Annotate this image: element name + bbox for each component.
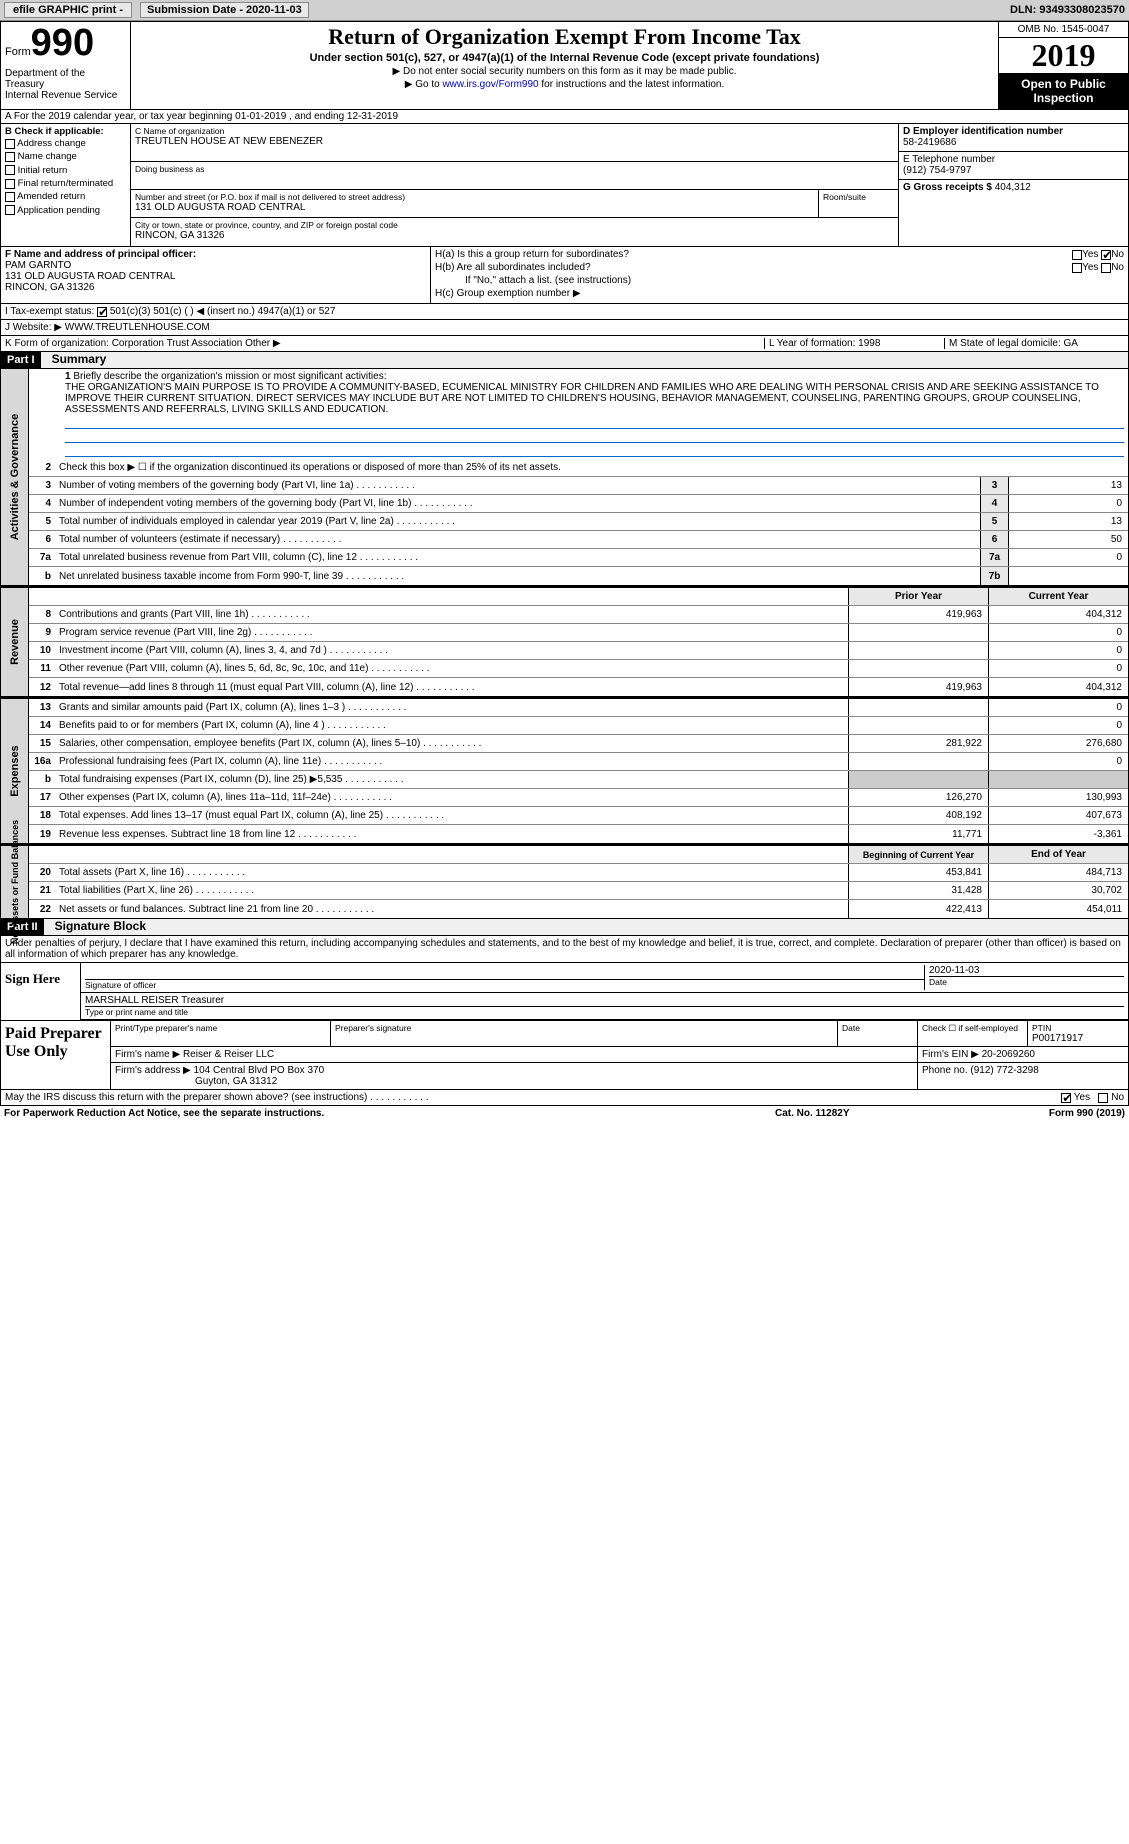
dept-label: Department of the Treasury Internal Reve… [5,68,126,101]
part1-label: Part I [1,352,41,368]
col-deg: D Employer identification number 58-2419… [898,124,1128,246]
dln: DLN: 93493308023570 [1010,4,1125,16]
street-address: 131 OLD AUGUSTA ROAD CENTRAL [135,202,894,213]
part1-title: Summary [44,352,107,366]
col-b: B Check if applicable: Address change Na… [1,124,131,246]
check-initial-return[interactable]: Initial return [5,164,126,177]
mission-text: THE ORGANIZATION'S MAIN PURPOSE IS TO PR… [65,382,1099,415]
check-name-change[interactable]: Name change [5,150,126,163]
officer-name: PAM GARNTO [5,260,426,271]
form-title: Return of Organization Exempt From Incom… [139,24,990,50]
efile-print-button[interactable]: efile GRAPHIC print - [4,2,132,18]
website: WWW.TREUTLENHOUSE.COM [65,322,210,333]
row-a: A For the 2019 calendar year, or tax yea… [0,110,1129,124]
submission-date: Submission Date - 2020-11-03 [140,2,309,18]
paid-preparer-label: Paid Preparer Use Only [1,1021,111,1089]
firm-ein: 20-2069260 [982,1049,1035,1060]
note-2: ▶ Go to www.irs.gov/Form990 for instruct… [139,79,990,90]
note-1: ▶ Do not enter social security numbers o… [139,66,990,77]
check-address-change[interactable]: Address change [5,137,126,150]
check-final-return[interactable]: Final return/terminated [5,177,126,190]
ptin: P00171917 [1032,1033,1124,1044]
firm-name: Reiser & Reiser LLC [183,1049,274,1060]
state-domicile: GA [1064,338,1078,349]
part2-label: Part II [1,919,44,935]
col-f: F Name and address of principal officer:… [1,247,431,303]
officer-name-title: MARSHALL REISER Treasurer [85,995,1124,1006]
check-amended-return[interactable]: Amended return [5,190,126,203]
col-h: H(a) Is this a group return for subordin… [431,247,1128,303]
form-header: Form990 Department of the Treasury Inter… [0,21,1129,110]
gross-receipts: 404,312 [995,182,1031,193]
city-state-zip: RINCON, GA 31326 [135,230,894,241]
open-to-public: Open to Public Inspection [999,73,1128,109]
omb-number: OMB No. 1545-0047 [999,22,1128,38]
firm-phone: (912) 772-3298 [970,1065,1038,1076]
year-formation: 1998 [858,338,880,349]
org-name: TREUTLEN HOUSE AT NEW EBENEZER [135,136,894,147]
sig-declaration: Under penalties of perjury, I declare th… [1,936,1128,962]
col-c: C Name of organization TREUTLEN HOUSE AT… [131,124,898,246]
part2-title: Signature Block [47,919,146,933]
check-application-pending[interactable]: Application pending [5,204,126,217]
officer-addr2: RINCON, GA 31326 [5,282,426,293]
form-label: Form [5,46,31,58]
tax-year: 2019 [999,38,1128,73]
form-number: 990 [31,22,94,64]
officer-addr1: 131 OLD AUGUSTA ROAD CENTRAL [5,271,426,282]
side-tab-revenue: Revenue [1,588,29,696]
firm-addr: 104 Central Blvd PO Box 370 [194,1065,325,1076]
footer: For Paperwork Reduction Act Notice, see … [0,1106,1129,1121]
sig-date: 2020-11-03 [929,965,1124,976]
telephone: (912) 754-9797 [903,165,1124,176]
sign-here-label: Sign Here [1,963,81,1020]
side-tab-net-assets: Net Assets or Fund Balances [1,846,29,918]
form-subtitle: Under section 501(c), 527, or 4947(a)(1)… [139,52,990,64]
topbar: efile GRAPHIC print - Submission Date - … [0,0,1129,21]
side-tab-governance: Activities & Governance [1,369,29,585]
irs-link[interactable]: www.irs.gov/Form990 [442,79,538,90]
ein: 58-2419686 [903,137,1124,148]
